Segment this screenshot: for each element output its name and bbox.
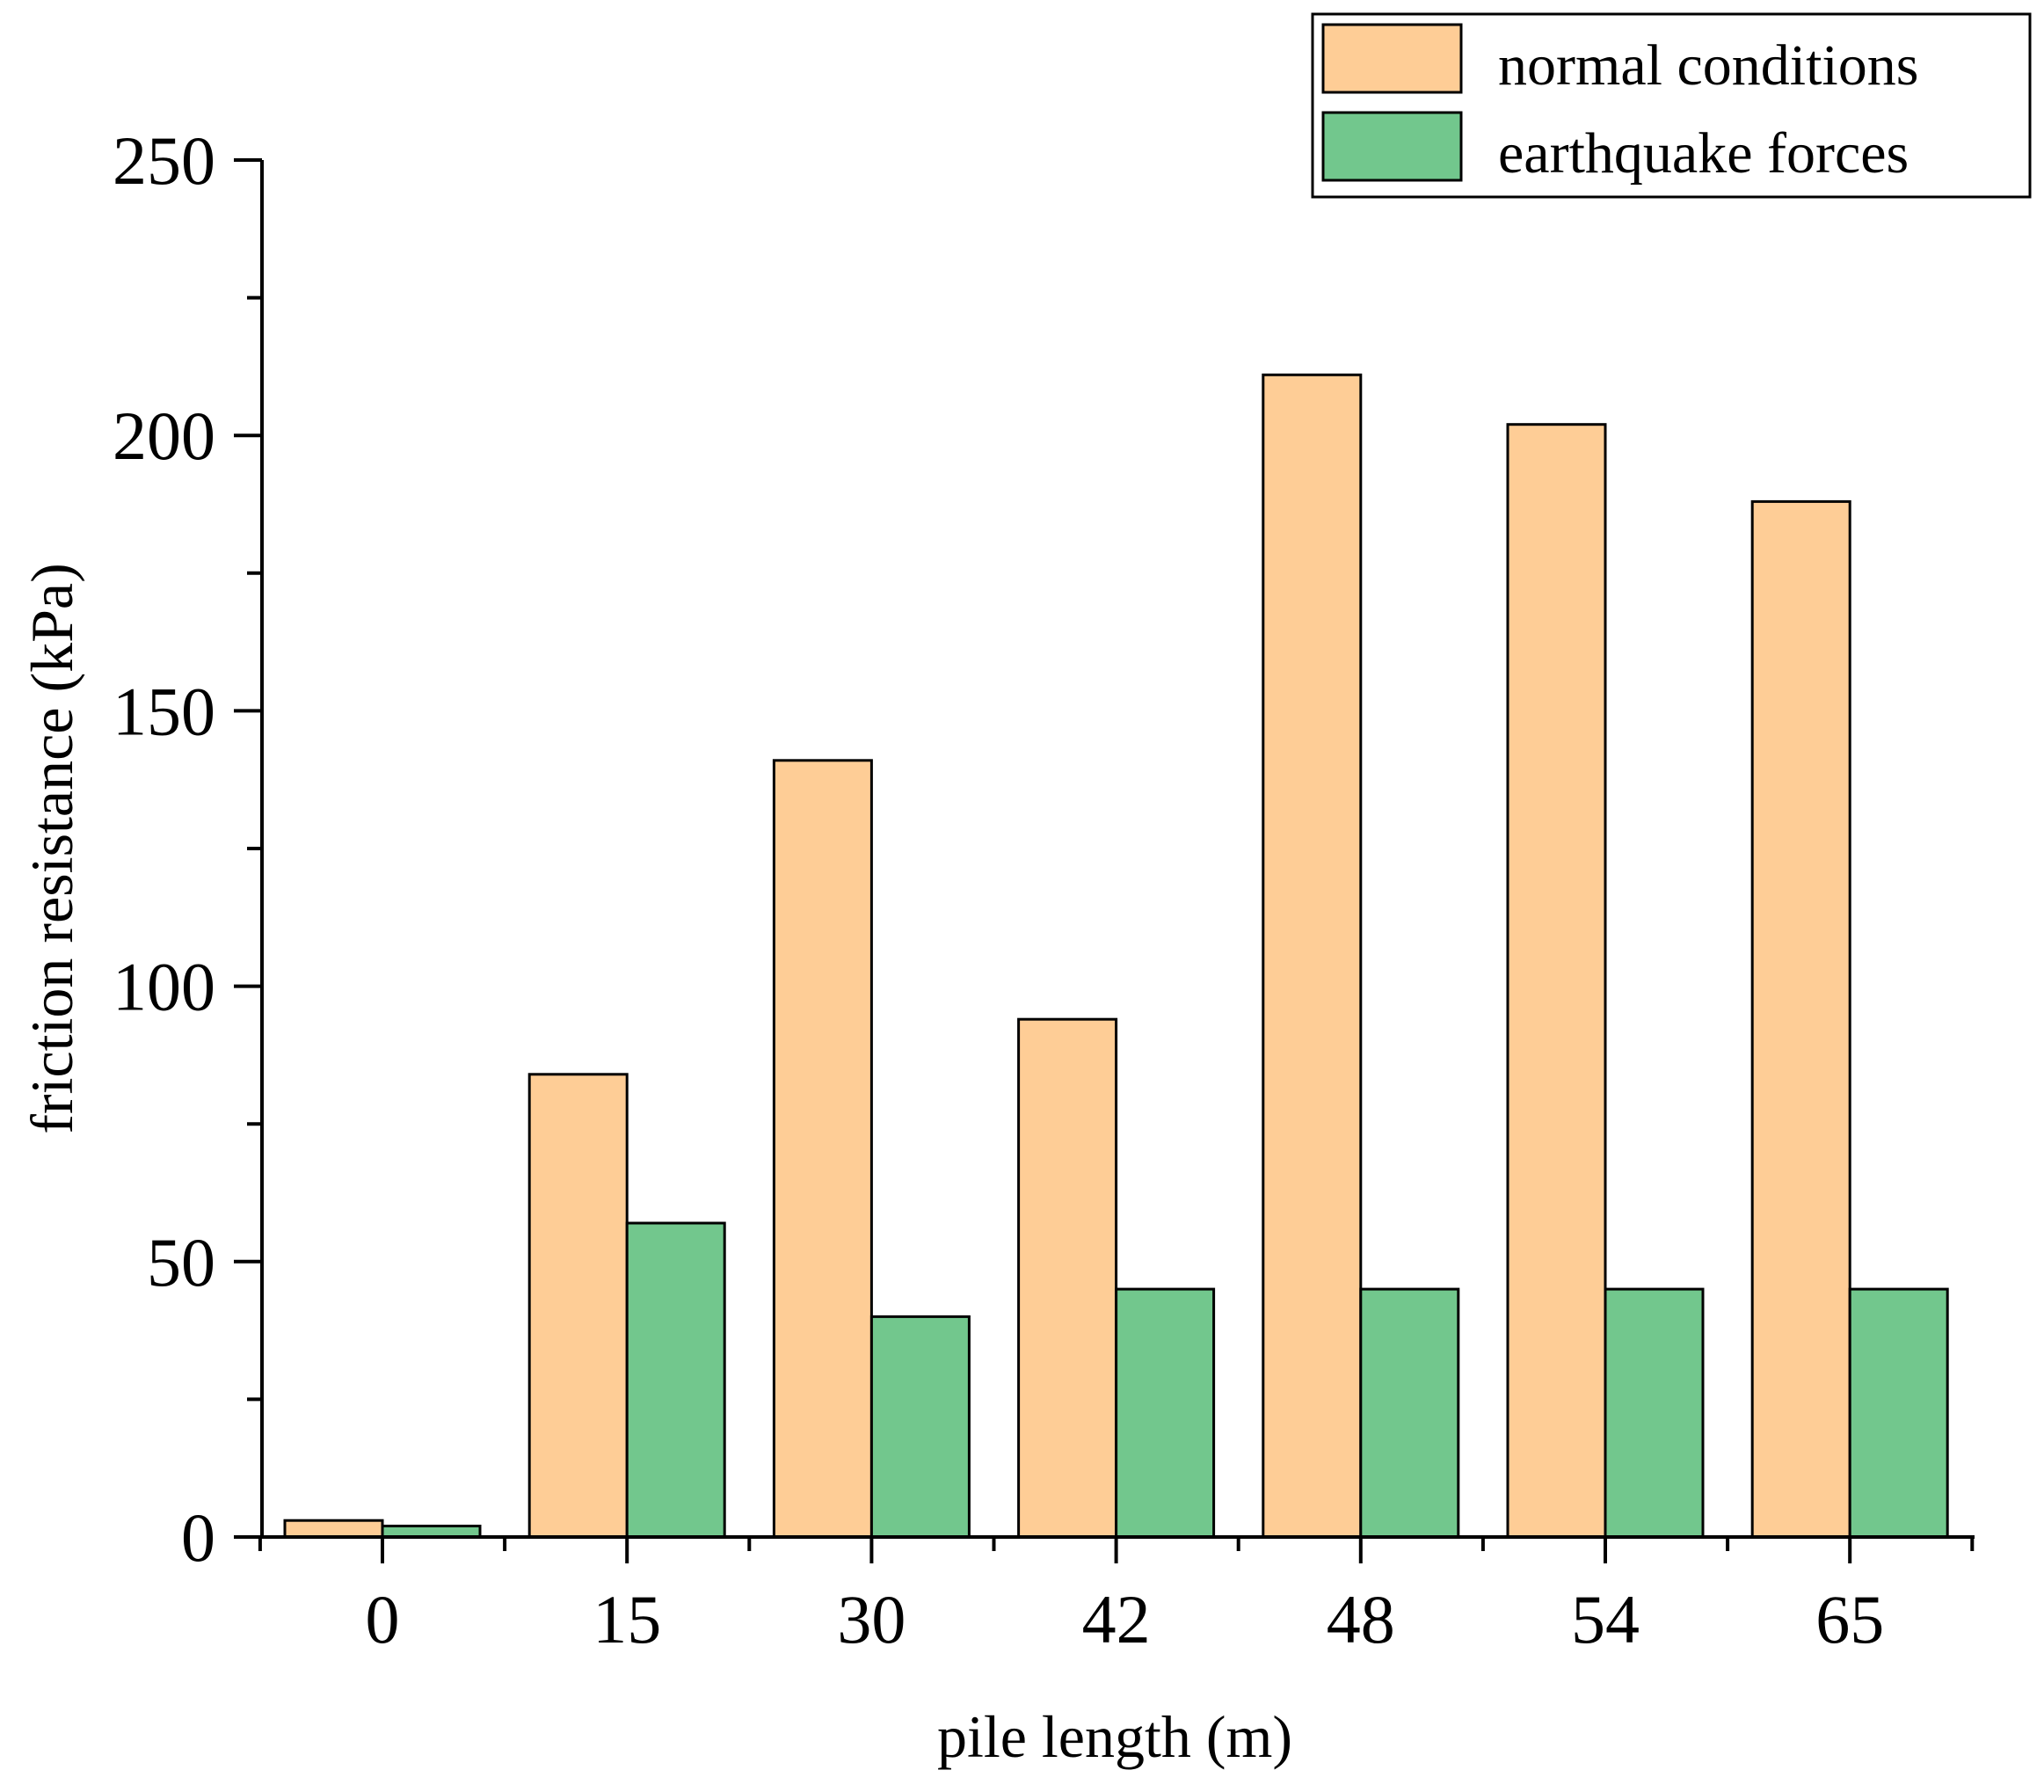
legend-swatch-normal — [1321, 23, 1463, 94]
bar-normal-42 — [1017, 1017, 1118, 1539]
y-tick-label-200: 200 — [113, 397, 215, 474]
bar-earthquake-65 — [1848, 1287, 1949, 1539]
x-tick-label-54: 54 — [1571, 1581, 1640, 1657]
bar-earthquake-54 — [1604, 1287, 1705, 1539]
x-tick-label-42: 42 — [1082, 1581, 1151, 1657]
bar-earthquake-15 — [625, 1221, 726, 1539]
legend-swatch-earthquake — [1321, 111, 1463, 182]
bars-layer — [283, 373, 1949, 1539]
bar-normal-48 — [1262, 373, 1363, 1539]
bar-normal-15 — [527, 1073, 629, 1539]
bar-normal-54 — [1506, 423, 1607, 1539]
y-tick-label-150: 150 — [113, 673, 215, 749]
x-tick-label-0: 0 — [366, 1581, 400, 1657]
x-tick-label-15: 15 — [593, 1581, 661, 1657]
x-tick-label-48: 48 — [1327, 1581, 1395, 1657]
bar-normal-30 — [772, 759, 873, 1539]
legend: normal conditions earthquake forces — [1311, 12, 2032, 199]
y-tick-label-100: 100 — [113, 949, 215, 1025]
bar-normal-0 — [283, 1519, 384, 1539]
bar-normal-65 — [1750, 499, 1851, 1539]
y-tick-label-250: 250 — [113, 122, 215, 199]
y-ticks-layer: 0 50 100 150 200 250 — [113, 122, 262, 1576]
x-tick-label-30: 30 — [837, 1581, 906, 1657]
y-tick-label-0: 0 — [181, 1499, 215, 1576]
bar-earthquake-48 — [1359, 1287, 1460, 1539]
x-tick-label-65: 65 — [1815, 1581, 1884, 1657]
y-tick-label-50: 50 — [147, 1224, 215, 1300]
legend-label-earthquake: earthquake forces — [1498, 121, 1909, 186]
x-axis-title: pile length (m) — [937, 1703, 1292, 1770]
y-axis-title: friction resistance (kPa) — [18, 563, 85, 1134]
bar-earthquake-30 — [869, 1315, 971, 1539]
bar-earthquake-42 — [1115, 1287, 1216, 1539]
legend-label-normal: normal conditions — [1498, 33, 1918, 98]
x-ticks-layer: 0 15 30 42 48 54 65 — [258, 1537, 1975, 1657]
